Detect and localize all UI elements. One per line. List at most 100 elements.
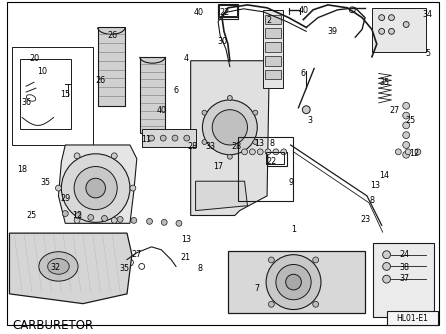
Circle shape bbox=[403, 132, 409, 139]
Circle shape bbox=[313, 257, 318, 263]
Circle shape bbox=[74, 167, 117, 210]
Text: 12: 12 bbox=[409, 149, 419, 158]
Bar bbox=[98, 27, 125, 106]
Text: 28: 28 bbox=[188, 142, 198, 151]
Bar bbox=[140, 57, 165, 133]
Text: 23: 23 bbox=[360, 215, 370, 224]
Circle shape bbox=[403, 142, 409, 148]
Text: 33: 33 bbox=[205, 142, 215, 151]
Text: 27: 27 bbox=[389, 106, 400, 115]
Circle shape bbox=[273, 149, 279, 155]
Bar bbox=[265, 56, 281, 65]
Circle shape bbox=[276, 265, 311, 300]
Circle shape bbox=[74, 153, 80, 159]
Circle shape bbox=[212, 110, 248, 145]
Circle shape bbox=[112, 153, 117, 159]
Bar bbox=[373, 243, 434, 317]
Circle shape bbox=[160, 135, 166, 141]
Text: 4: 4 bbox=[183, 54, 188, 63]
Circle shape bbox=[388, 15, 394, 21]
Bar bbox=[372, 8, 426, 52]
Bar bbox=[265, 28, 281, 38]
Circle shape bbox=[102, 215, 107, 221]
Circle shape bbox=[117, 216, 123, 222]
Text: 2: 2 bbox=[266, 16, 272, 25]
Text: 25: 25 bbox=[27, 211, 37, 219]
Text: 6: 6 bbox=[173, 86, 178, 95]
Circle shape bbox=[88, 214, 94, 220]
Circle shape bbox=[74, 217, 80, 223]
Bar bbox=[218, 5, 238, 19]
Text: 3: 3 bbox=[308, 116, 313, 125]
Text: 36: 36 bbox=[21, 98, 31, 107]
Text: 26: 26 bbox=[95, 76, 106, 86]
Circle shape bbox=[265, 149, 271, 155]
Circle shape bbox=[131, 217, 137, 223]
Circle shape bbox=[62, 154, 130, 222]
Polygon shape bbox=[58, 145, 137, 223]
Circle shape bbox=[268, 257, 274, 263]
Circle shape bbox=[383, 263, 391, 270]
Circle shape bbox=[415, 149, 421, 155]
Text: 35: 35 bbox=[380, 78, 390, 88]
Text: 13: 13 bbox=[370, 181, 380, 190]
Circle shape bbox=[147, 218, 153, 224]
Circle shape bbox=[268, 301, 274, 307]
Polygon shape bbox=[9, 233, 132, 304]
Text: 24: 24 bbox=[399, 250, 409, 259]
Circle shape bbox=[62, 211, 68, 216]
Bar bbox=[267, 152, 287, 166]
Circle shape bbox=[86, 178, 105, 198]
Circle shape bbox=[403, 102, 409, 109]
Text: 35: 35 bbox=[41, 178, 51, 187]
Text: 27: 27 bbox=[132, 250, 142, 259]
Bar bbox=[263, 10, 283, 88]
Text: 40: 40 bbox=[156, 106, 166, 115]
Circle shape bbox=[202, 100, 257, 155]
Polygon shape bbox=[196, 181, 248, 211]
Circle shape bbox=[172, 135, 178, 141]
Circle shape bbox=[55, 185, 62, 191]
Text: 22: 22 bbox=[267, 157, 277, 166]
Bar bbox=[265, 42, 281, 52]
Text: 40: 40 bbox=[194, 8, 203, 17]
Circle shape bbox=[403, 151, 409, 158]
Circle shape bbox=[396, 149, 401, 155]
Text: 34: 34 bbox=[423, 10, 433, 19]
Text: 22: 22 bbox=[220, 8, 230, 17]
Circle shape bbox=[403, 22, 409, 27]
Bar bbox=[142, 129, 196, 147]
Text: 21: 21 bbox=[181, 253, 191, 262]
Circle shape bbox=[379, 28, 384, 34]
Circle shape bbox=[257, 149, 263, 155]
Text: 38: 38 bbox=[399, 263, 409, 272]
Circle shape bbox=[227, 154, 232, 159]
Circle shape bbox=[202, 110, 207, 115]
Circle shape bbox=[281, 149, 287, 155]
Circle shape bbox=[253, 110, 258, 115]
Bar bbox=[218, 4, 238, 17]
Circle shape bbox=[403, 122, 409, 129]
Text: 11: 11 bbox=[141, 135, 152, 144]
Text: CARBURETOR: CARBURETOR bbox=[12, 319, 94, 332]
Circle shape bbox=[388, 28, 394, 34]
Bar bbox=[265, 69, 281, 79]
Circle shape bbox=[266, 255, 321, 310]
Circle shape bbox=[286, 274, 301, 290]
Bar bbox=[219, 4, 237, 16]
Text: 9: 9 bbox=[288, 178, 293, 187]
Circle shape bbox=[403, 112, 409, 119]
Text: 39: 39 bbox=[328, 27, 338, 36]
Text: 20: 20 bbox=[29, 54, 39, 63]
Bar bbox=[228, 251, 365, 313]
Circle shape bbox=[161, 219, 167, 225]
Text: 8: 8 bbox=[369, 196, 374, 205]
Circle shape bbox=[302, 106, 310, 114]
Text: 25: 25 bbox=[405, 116, 415, 125]
Circle shape bbox=[313, 301, 318, 307]
Text: 13: 13 bbox=[181, 235, 191, 244]
Polygon shape bbox=[191, 61, 269, 215]
Circle shape bbox=[253, 140, 258, 145]
Text: 15: 15 bbox=[60, 90, 70, 99]
Circle shape bbox=[379, 15, 384, 21]
